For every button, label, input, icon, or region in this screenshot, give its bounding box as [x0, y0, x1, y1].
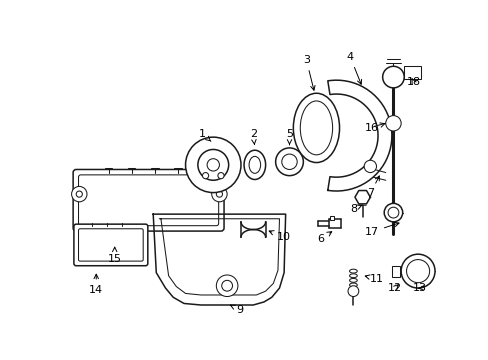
Bar — [329, 216, 333, 220]
Text: 8: 8 — [349, 204, 362, 214]
Ellipse shape — [349, 269, 357, 273]
Circle shape — [384, 203, 402, 222]
Text: 18: 18 — [406, 77, 420, 87]
Circle shape — [202, 172, 208, 179]
FancyBboxPatch shape — [79, 175, 218, 226]
Text: 9: 9 — [230, 305, 243, 315]
Text: 14: 14 — [89, 274, 103, 294]
Polygon shape — [409, 265, 425, 278]
Text: 11: 11 — [365, 274, 383, 284]
Circle shape — [216, 191, 222, 197]
Circle shape — [198, 149, 228, 180]
Circle shape — [71, 186, 87, 202]
FancyBboxPatch shape — [73, 170, 224, 231]
Text: 12: 12 — [387, 283, 401, 293]
FancyBboxPatch shape — [79, 229, 143, 261]
Circle shape — [275, 148, 303, 176]
FancyBboxPatch shape — [74, 224, 147, 266]
Text: 6: 6 — [317, 232, 331, 244]
Text: 1: 1 — [199, 129, 210, 141]
Bar — [404, 66, 420, 78]
Circle shape — [385, 116, 400, 131]
Circle shape — [413, 267, 421, 275]
Text: 17: 17 — [364, 222, 398, 237]
Text: 7: 7 — [366, 176, 379, 198]
Ellipse shape — [293, 93, 339, 163]
Ellipse shape — [248, 156, 260, 173]
Text: 4: 4 — [346, 52, 361, 84]
Polygon shape — [354, 190, 369, 204]
Circle shape — [400, 254, 434, 288]
Circle shape — [406, 260, 429, 283]
Circle shape — [216, 275, 238, 297]
Text: 13: 13 — [412, 283, 426, 293]
Text: 5: 5 — [285, 129, 292, 145]
Circle shape — [221, 280, 232, 291]
Circle shape — [281, 154, 297, 170]
Circle shape — [364, 160, 376, 172]
Text: 16: 16 — [364, 123, 384, 133]
Bar — [391, 266, 399, 276]
Polygon shape — [327, 80, 391, 191]
Ellipse shape — [349, 274, 357, 278]
Text: 2: 2 — [249, 129, 256, 145]
Ellipse shape — [244, 150, 265, 180]
Circle shape — [347, 286, 358, 297]
Circle shape — [207, 159, 219, 171]
Ellipse shape — [349, 278, 357, 282]
Text: 10: 10 — [268, 231, 290, 242]
Ellipse shape — [349, 283, 357, 287]
Circle shape — [382, 66, 404, 88]
Circle shape — [387, 207, 398, 218]
Circle shape — [185, 137, 241, 193]
Text: 15: 15 — [107, 247, 122, 264]
Circle shape — [218, 172, 224, 179]
Ellipse shape — [300, 101, 332, 155]
Text: 3: 3 — [303, 55, 314, 90]
Circle shape — [211, 186, 226, 202]
Circle shape — [76, 191, 82, 197]
